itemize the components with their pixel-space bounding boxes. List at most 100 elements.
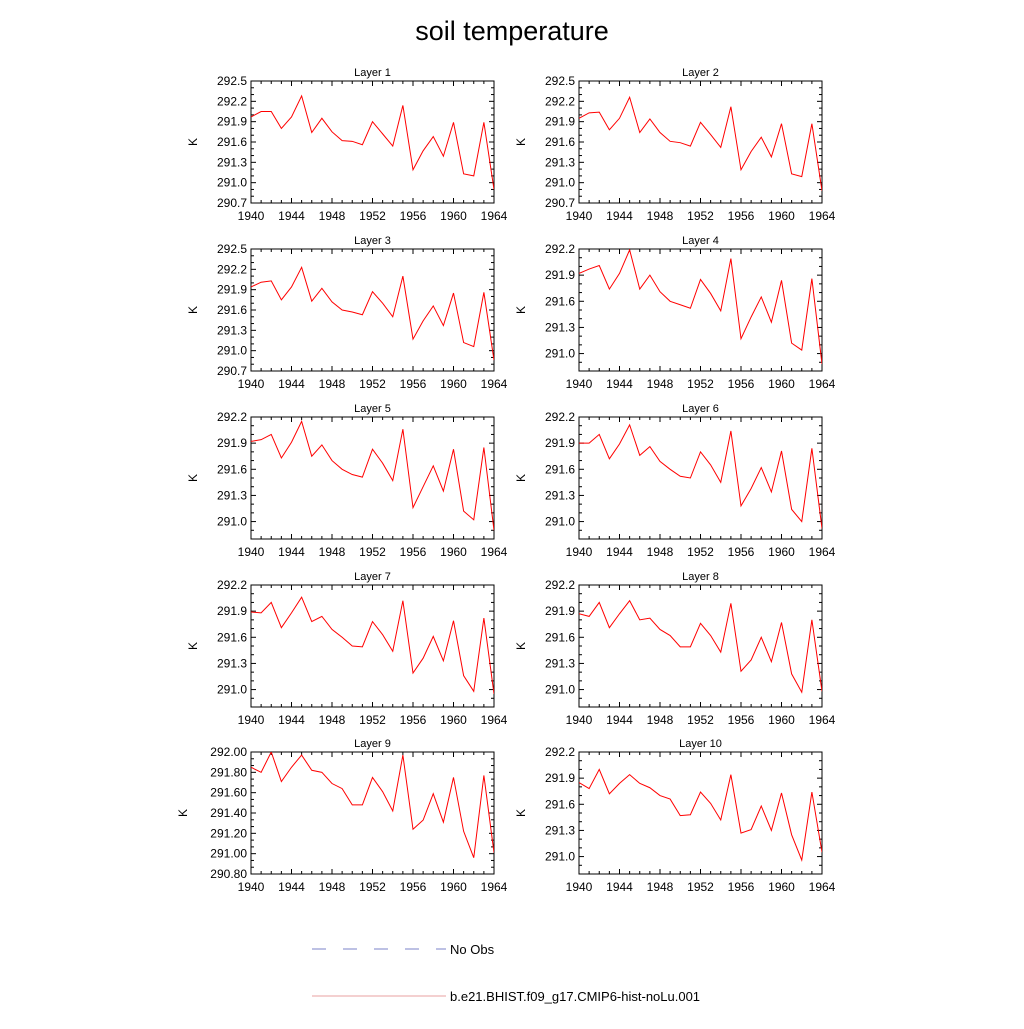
- x-tick-label: 1940: [238, 545, 265, 559]
- y-tick-label: 290.7: [545, 196, 575, 210]
- series-line: [251, 752, 494, 858]
- x-tick-label: 1940: [238, 713, 265, 727]
- y-axis-label: K: [186, 306, 200, 314]
- y-tick-label: 291.40: [210, 806, 247, 820]
- y-axis-label: K: [514, 809, 528, 817]
- x-tick-label: 1964: [809, 377, 836, 391]
- plot-frame: [578, 416, 823, 540]
- x-tick-label: 1952: [359, 880, 386, 894]
- x-tick-label: 1956: [400, 545, 427, 559]
- y-tick-label: 291.9: [217, 283, 247, 297]
- y-tick-label: 291.0: [217, 176, 247, 190]
- x-tick-label: 1944: [278, 713, 305, 727]
- x-tick-label: 1964: [481, 880, 508, 894]
- panel-layer-1: Layer 1 K 1940 1944 1948 1952 1956 1960 1964 290.…: [186, 67, 508, 223]
- panel-title: Layer 6: [682, 403, 719, 415]
- x-tick-label: 1952: [359, 377, 386, 391]
- x-tick-label: 1956: [400, 713, 427, 727]
- plot-frame: [250, 248, 495, 372]
- y-tick-label: 291.0: [545, 515, 575, 529]
- plot-frame: [250, 751, 495, 875]
- x-tick-label: 1960: [440, 713, 467, 727]
- x-tick-label: 1952: [359, 713, 386, 727]
- x-tick-label: 1948: [319, 209, 346, 223]
- x-tick-label: 1944: [606, 713, 633, 727]
- x-tick-label: 1956: [728, 209, 755, 223]
- x-tick-label: 1944: [606, 377, 633, 391]
- y-tick-label: 291.6: [545, 135, 575, 149]
- y-tick-label: 291.3: [545, 320, 575, 334]
- x-tick-label: 1944: [278, 880, 305, 894]
- series-line: [579, 423, 822, 529]
- x-tick-label: 1960: [440, 377, 467, 391]
- y-tick-label: 291.9: [217, 604, 247, 618]
- y-tick-label: 292.2: [217, 578, 247, 592]
- panel-title: Layer 1: [354, 67, 391, 79]
- x-tick-label: 1952: [359, 545, 386, 559]
- y-tick-label: 291.6: [545, 294, 575, 308]
- panel-title: Layer 2: [682, 67, 719, 79]
- y-tick-label: 291.3: [545, 656, 575, 670]
- x-tick-label: 1940: [566, 209, 593, 223]
- x-tick-label: 1964: [481, 713, 508, 727]
- panel-layer-9: Layer 9 K 1940 1944 1948 1952 1956 1960 1964 290.…: [176, 738, 508, 894]
- legend: No Obs b.e21.BHIST.f09_g17.CMIP6-hist-no…: [312, 942, 700, 1004]
- y-tick-label: 291.9: [545, 604, 575, 618]
- x-tick-label: 1964: [809, 880, 836, 894]
- legend-no-obs-label: No Obs: [450, 942, 495, 957]
- x-tick-label: 1964: [481, 545, 508, 559]
- y-tick-label: 291.0: [217, 344, 247, 358]
- panel-layer-3: Layer 3 K 1940 1944 1948 1952 1956 1960 1964 290.…: [186, 235, 508, 391]
- y-axis-label: K: [176, 809, 190, 817]
- x-tick-label: 1948: [319, 377, 346, 391]
- x-tick-label: 1940: [238, 209, 265, 223]
- series-line: [251, 94, 494, 190]
- x-tick-label: 1940: [566, 713, 593, 727]
- y-tick-label: 291.9: [545, 436, 575, 450]
- x-tick-label: 1964: [809, 713, 836, 727]
- x-tick-label: 1952: [687, 545, 714, 559]
- y-tick-label: 290.7: [217, 196, 247, 210]
- figure-title: soil temperature: [415, 16, 609, 46]
- y-tick-label: 291.3: [217, 656, 247, 670]
- y-tick-label: 292.5: [217, 74, 247, 88]
- x-tick-label: 1940: [566, 377, 593, 391]
- y-tick-label: 292.2: [545, 242, 575, 256]
- plot-frame: [578, 751, 823, 875]
- y-tick-label: 292.2: [217, 410, 247, 424]
- series-line: [579, 599, 822, 694]
- x-tick-label: 1956: [728, 377, 755, 391]
- series-line: [251, 419, 494, 531]
- x-tick-label: 1948: [647, 377, 674, 391]
- x-tick-label: 1960: [440, 209, 467, 223]
- panel-layer-6: Layer 6 K 1940 1944 1948 1952 1956 1960 1964 291.…: [514, 403, 836, 559]
- y-axis-label: K: [514, 642, 528, 650]
- series-line: [579, 249, 822, 365]
- y-tick-label: 291.3: [545, 155, 575, 169]
- y-tick-label: 292.00: [210, 745, 247, 759]
- y-tick-label: 291.80: [210, 765, 247, 779]
- y-tick-label: 291.0: [545, 176, 575, 190]
- x-tick-label: 1960: [768, 209, 795, 223]
- x-tick-label: 1964: [481, 209, 508, 223]
- x-tick-label: 1948: [647, 545, 674, 559]
- x-tick-label: 1960: [768, 713, 795, 727]
- x-tick-label: 1952: [687, 377, 714, 391]
- y-tick-label: 292.2: [217, 94, 247, 108]
- y-tick-label: 291.0: [217, 515, 247, 529]
- series-line: [251, 265, 494, 361]
- y-tick-label: 291.3: [545, 488, 575, 502]
- x-tick-label: 1948: [319, 713, 346, 727]
- y-axis-label: K: [514, 306, 528, 314]
- x-tick-label: 1944: [278, 209, 305, 223]
- panel-title: Layer 5: [354, 403, 391, 415]
- x-tick-label: 1960: [440, 545, 467, 559]
- x-tick-label: 1952: [687, 209, 714, 223]
- x-tick-label: 1940: [238, 880, 265, 894]
- y-tick-label: 291.9: [545, 268, 575, 282]
- y-tick-label: 291.9: [217, 436, 247, 450]
- y-tick-label: 291.6: [217, 630, 247, 644]
- y-tick-label: 291.3: [545, 823, 575, 837]
